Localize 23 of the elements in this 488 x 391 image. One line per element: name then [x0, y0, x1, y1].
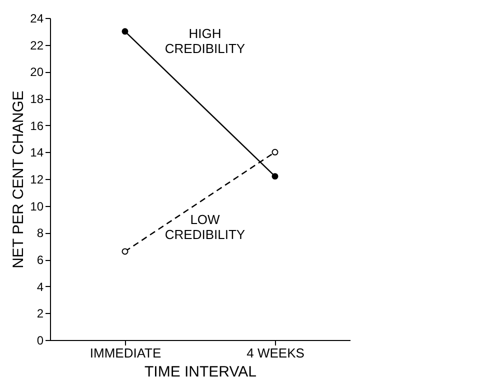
point: [272, 148, 278, 156]
series-label: HIGH CREDIBILITY: [164, 26, 246, 56]
y-tick-label: 18: [30, 92, 44, 106]
x-axis-title: TIME INTERVAL: [144, 364, 256, 380]
point: [272, 173, 278, 180]
y-tick-label: 12: [30, 172, 44, 186]
point: [122, 28, 128, 35]
y-tick-label: 10: [30, 199, 44, 214]
y-tick-label: 0: [36, 334, 44, 348]
y-tick-label: 8: [36, 226, 44, 240]
y-tick-label: 4: [36, 280, 44, 294]
point: [122, 248, 128, 255]
y-tick-label: 14: [30, 146, 44, 160]
y-tick-label: 6: [36, 253, 44, 267]
y-tick-label: 22: [30, 38, 44, 52]
y-axis-title: NET PER CENT CHANGE: [10, 90, 28, 268]
y-tick-label: 2: [36, 306, 44, 321]
series-label: LOW CREDIBILITY: [164, 212, 246, 242]
y-tick-label: 16: [30, 118, 44, 133]
x-tick-label: 4 WEEKS: [246, 346, 305, 360]
y-tick-label: 20: [30, 65, 44, 80]
y-tick-label: 24: [30, 12, 44, 26]
x-tick-label: IMMEDIATE: [90, 346, 162, 360]
